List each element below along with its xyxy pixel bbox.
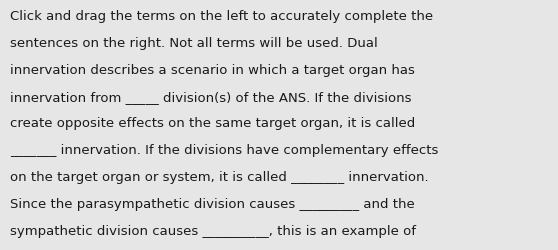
- Text: Click and drag the terms on the left to accurately complete the: Click and drag the terms on the left to …: [10, 10, 433, 23]
- Text: Since the parasympathetic division causes _________ and the: Since the parasympathetic division cause…: [10, 197, 415, 210]
- Text: sympathetic division causes __________, this is an example of: sympathetic division causes __________, …: [10, 224, 416, 237]
- Text: innervation describes a scenario in which a target organ has: innervation describes a scenario in whic…: [10, 64, 415, 76]
- Text: sentences on the right. Not all terms will be used. Dual: sentences on the right. Not all terms wi…: [10, 37, 378, 50]
- Text: innervation from _____ division(s) of the ANS. If the divisions: innervation from _____ division(s) of th…: [10, 90, 412, 103]
- Text: _______ innervation. If the divisions have complementary effects: _______ innervation. If the divisions ha…: [10, 144, 439, 157]
- Text: create opposite effects on the same target organ, it is called: create opposite effects on the same targ…: [10, 117, 415, 130]
- Text: on the target organ or system, it is called ________ innervation.: on the target organ or system, it is cal…: [10, 170, 429, 183]
